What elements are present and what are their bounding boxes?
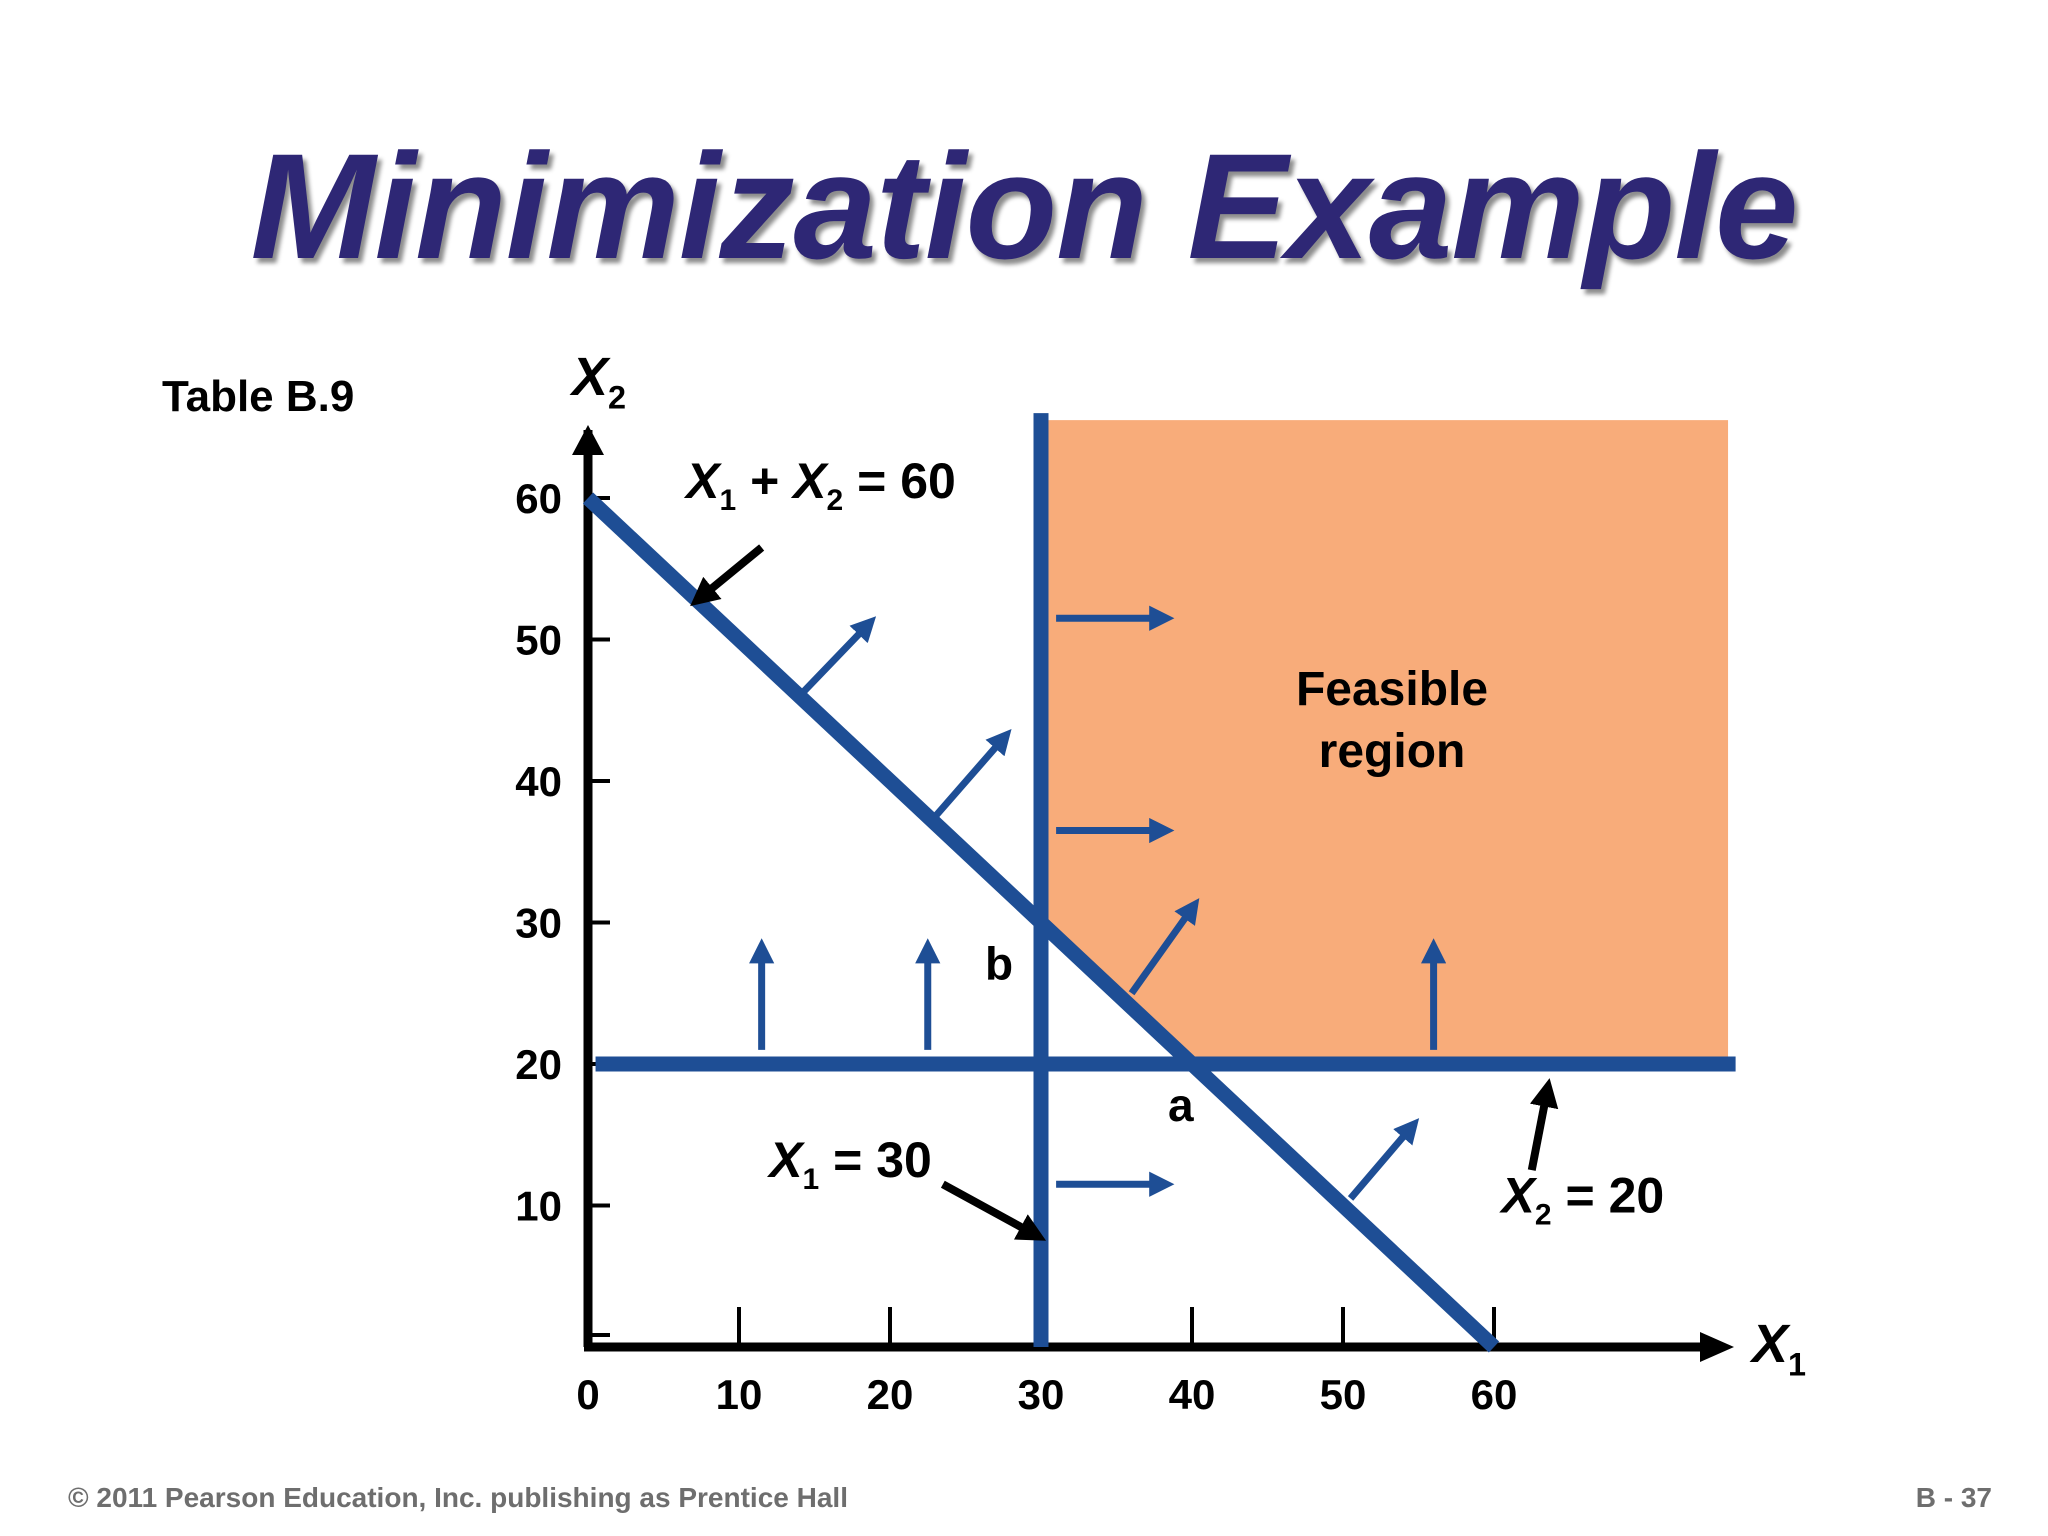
corner-point-label-a: a — [1168, 1079, 1194, 1131]
x-tick-label: 10 — [716, 1371, 763, 1418]
corner-point-label-b: b — [985, 938, 1013, 990]
y-axis-label: X2 — [569, 347, 626, 416]
direction-arrow — [796, 616, 877, 699]
y-tick-label: 50 — [515, 617, 562, 664]
x-axis-label: X1 — [1749, 1314, 1806, 1383]
feasible-region — [1041, 420, 1729, 1064]
table-reference: Table B.9 — [162, 372, 355, 421]
annotation-pointer — [1527, 1078, 1559, 1171]
x-tick-label: 0 — [576, 1371, 599, 1418]
annotation-pointer — [690, 544, 765, 607]
x-tick-label: 50 — [1320, 1371, 1367, 1418]
constraint-annotation: X1 = 30 — [766, 1132, 932, 1196]
constraint-annotation: X2 = 20 — [1499, 1168, 1665, 1232]
y-tick-label: 40 — [515, 758, 562, 805]
direction-arrow — [1347, 1118, 1420, 1201]
constraint-annotation: X1 + X2 = 60 — [683, 453, 956, 517]
page-number: B - 37 — [1915, 1482, 1992, 1513]
x-tick-label: 40 — [1169, 1371, 1216, 1418]
feasible-region-label: region — [1319, 725, 1466, 778]
slide-title: Minimization Example — [250, 122, 1799, 290]
annotation-pointer — [940, 1180, 1047, 1241]
direction-arrow — [1128, 898, 1200, 996]
y-axis-arrowhead — [572, 425, 604, 455]
direction-arrow — [932, 729, 1012, 819]
feasible-region-label: Feasible — [1296, 663, 1488, 716]
y-tick-label: 10 — [515, 1183, 562, 1230]
y-tick-label: 60 — [515, 475, 562, 522]
y-tick-label: 20 — [515, 1041, 562, 1088]
x-axis-arrowhead — [1700, 1332, 1734, 1362]
x-tick-label: 60 — [1471, 1371, 1518, 1418]
x-tick-label: 30 — [1018, 1371, 1065, 1418]
x-tick-label: 20 — [867, 1371, 914, 1418]
copyright-footer: © 2011 Pearson Education, Inc. publishin… — [68, 1482, 848, 1513]
y-tick-label: 30 — [515, 900, 562, 947]
